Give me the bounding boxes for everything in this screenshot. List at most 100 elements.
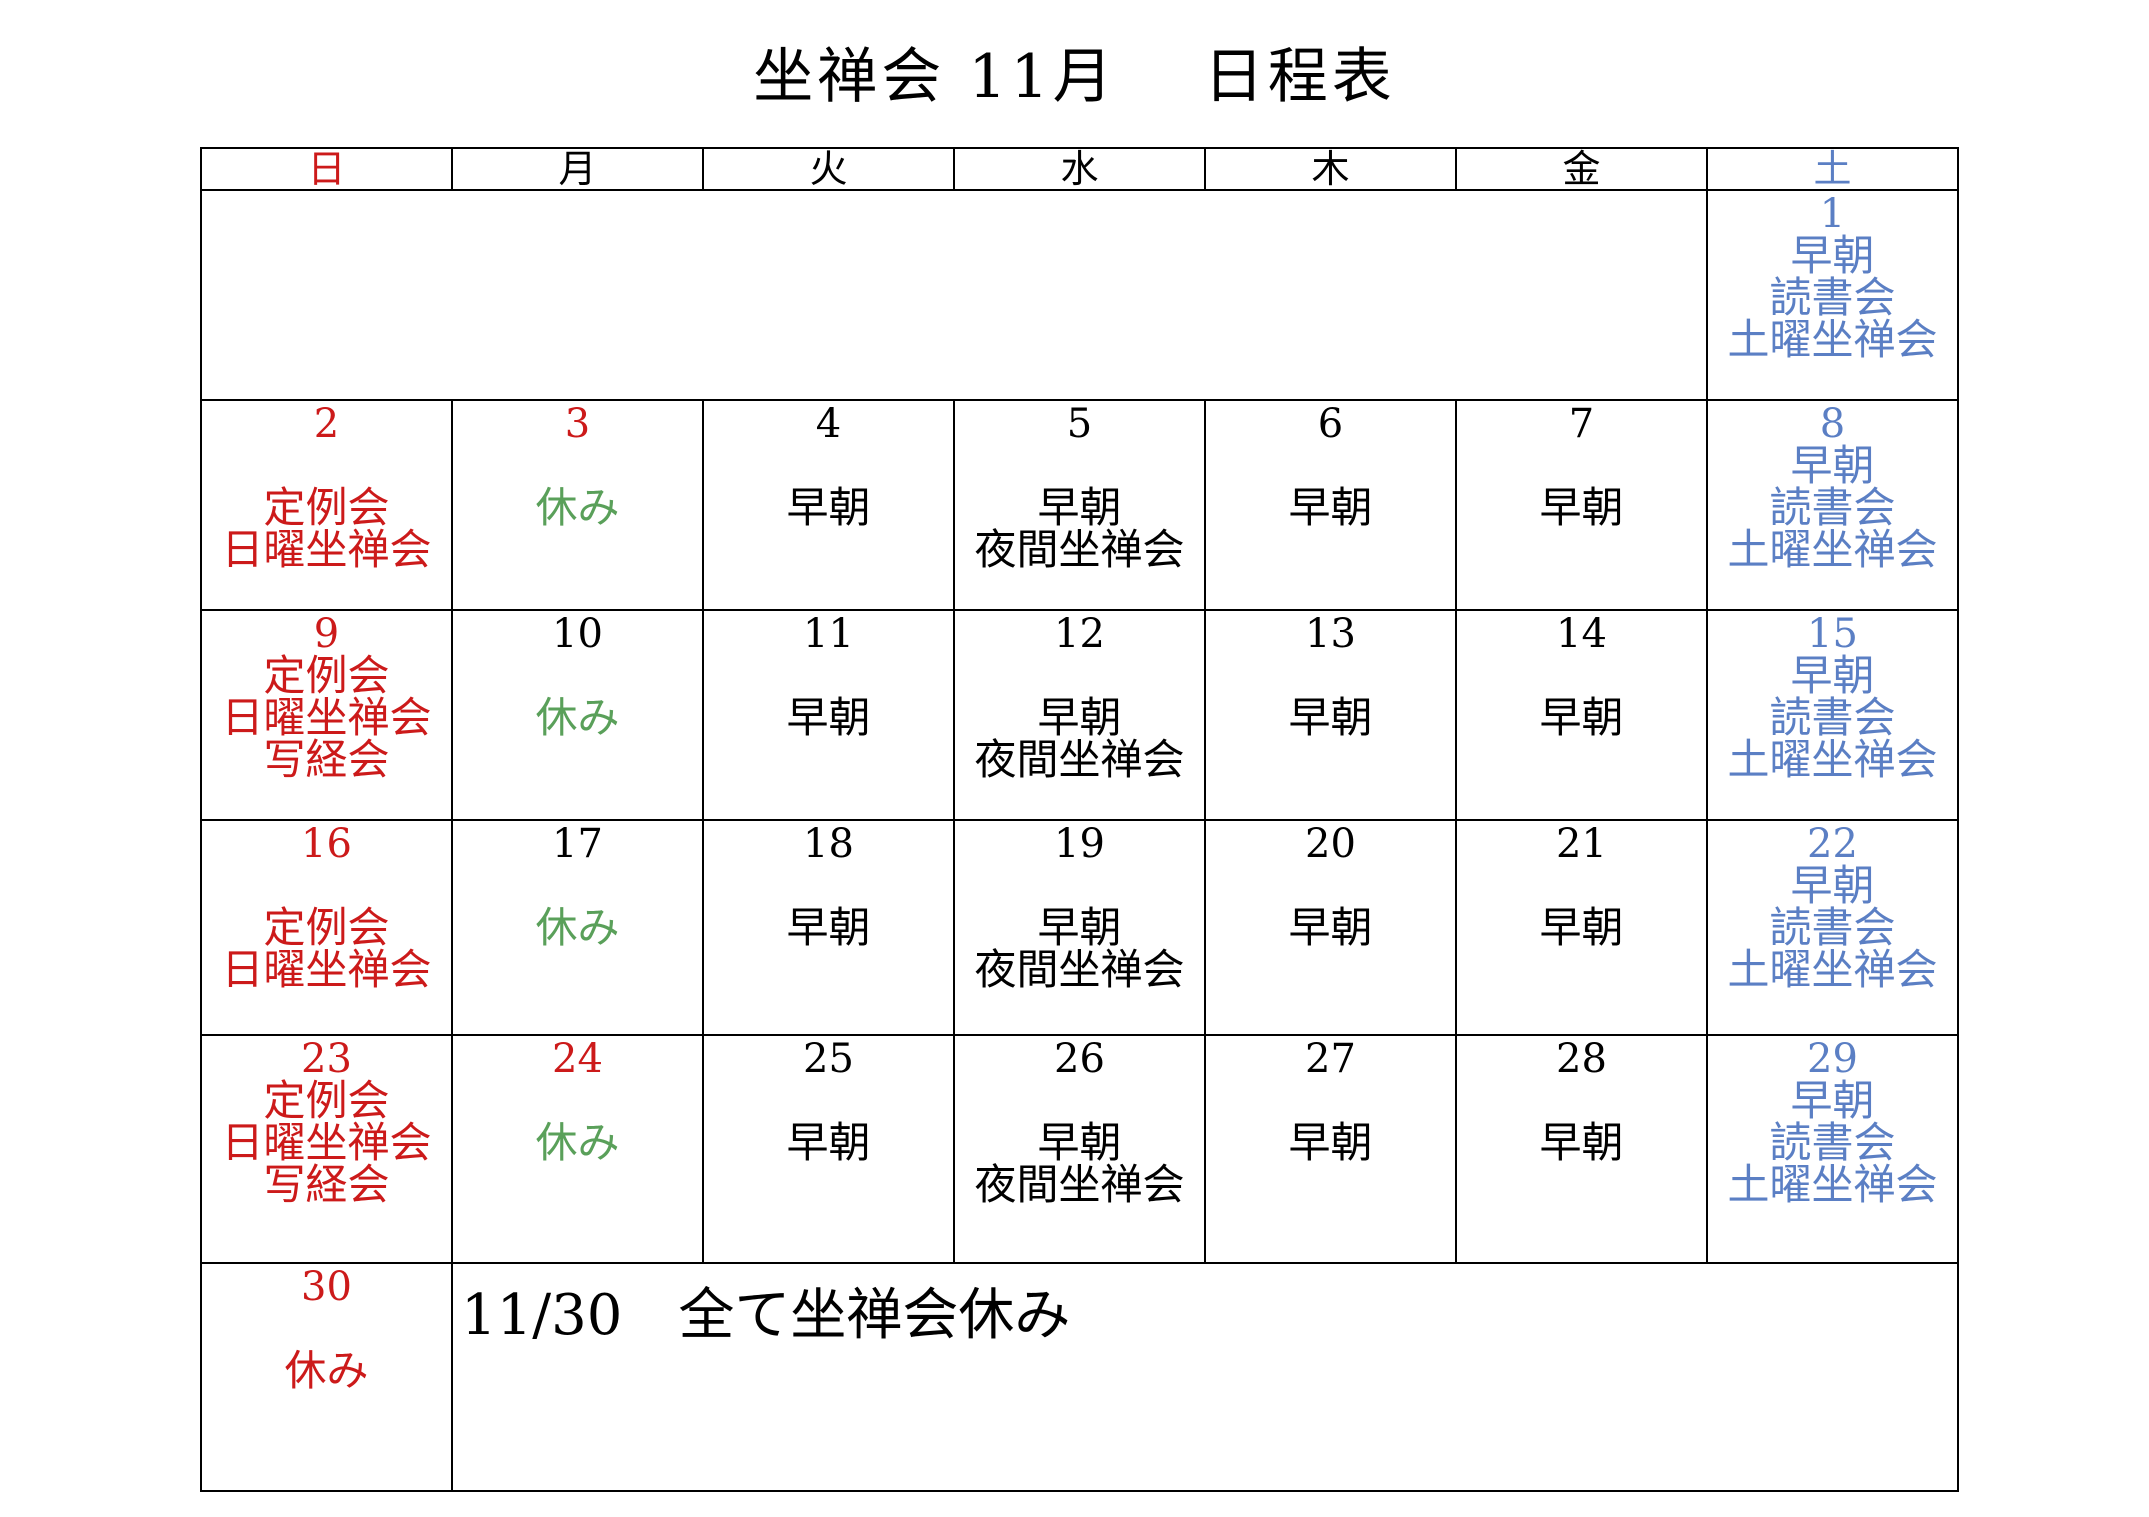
event-label: 早朝 (1539, 1118, 1624, 1167)
event-label: 休み (535, 693, 620, 742)
day-number: 1 (1819, 191, 1846, 237)
weekday-tuesday: 火 (702, 147, 955, 191)
day-number: 25 (803, 1036, 854, 1082)
event-label: 早朝 (1539, 693, 1624, 742)
event-label: 夜間坐禅会 (974, 945, 1185, 994)
event-label: 夜間坐禅会 (974, 735, 1185, 784)
event-label: 早朝 (1037, 693, 1122, 742)
event-label: 早朝 (1288, 1118, 1373, 1167)
event-label: 読書会 (1769, 483, 1896, 532)
event-label: 読書会 (1769, 1118, 1896, 1167)
week-row: 1 早朝 読書会 土曜坐禅会 (200, 189, 1959, 401)
day-number: 21 (1556, 821, 1607, 867)
day-number: 16 (301, 821, 352, 867)
event-label: 日曜坐禅会 (221, 525, 432, 574)
event-label: 早朝 (1037, 903, 1122, 952)
weekday-thursday: 木 (1204, 147, 1457, 191)
week-row: 23 定例会 日曜坐禅会 写経会 24 休み 25 早朝 26 早朝 夜間坐禅会… (200, 1034, 1959, 1264)
day-cell-29: 29 早朝 読書会 土曜坐禅会 (1706, 1034, 1959, 1264)
day-cell-2: 2 定例会 日曜坐禅会 (200, 399, 453, 611)
calendar-table: 日 月 火 水 木 金 土 1 早朝 読書会 土曜坐禅会 2 定例会 日曜坐禅会… (200, 147, 1959, 1492)
day-cell-17: 17 休み (451, 819, 704, 1036)
event-label: 読書会 (1769, 693, 1896, 742)
event-label: 定例会 (263, 1076, 390, 1125)
day-number: 3 (564, 401, 591, 447)
day-number: 29 (1807, 1036, 1858, 1082)
week-row: 16 定例会 日曜坐禅会 17 休み 18 早朝 19 早朝 夜間坐禅会 20 … (200, 819, 1959, 1036)
day-cell-8: 8 早朝 読書会 土曜坐禅会 (1706, 399, 1959, 611)
day-number: 13 (1305, 611, 1356, 657)
event-label: 定例会 (263, 651, 390, 700)
day-cell-20: 20 早朝 (1204, 819, 1457, 1036)
event-label: 写経会 (263, 735, 390, 784)
day-number: 28 (1556, 1036, 1607, 1082)
day-cell-21: 21 早朝 (1455, 819, 1708, 1036)
event-label: 休み (535, 483, 620, 532)
event-label: 夜間坐禅会 (974, 1160, 1185, 1209)
event-label: 早朝 (1790, 651, 1875, 700)
event-label: 休み (284, 1346, 369, 1395)
day-cell-25: 25 早朝 (702, 1034, 955, 1264)
day-cell-18: 18 早朝 (702, 819, 955, 1036)
event-label: 土曜坐禅会 (1727, 735, 1938, 784)
day-cell-28: 28 早朝 (1455, 1034, 1708, 1264)
event-label: 日曜坐禅会 (221, 1118, 432, 1167)
event-label: 日曜坐禅会 (221, 693, 432, 742)
day-number: 11 (803, 611, 854, 657)
weekday-sunday: 日 (200, 147, 453, 191)
event-label: 早朝 (1790, 231, 1875, 280)
event-label: 土曜坐禅会 (1727, 1160, 1938, 1209)
event-label: 読書会 (1769, 903, 1896, 952)
weekday-header-row: 日 月 火 水 木 金 土 (200, 147, 1959, 191)
day-number: 2 (313, 401, 340, 447)
day-number: 27 (1305, 1036, 1356, 1082)
day-number: 4 (815, 401, 842, 447)
day-cell-14: 14 早朝 (1455, 609, 1708, 821)
day-number: 9 (313, 611, 340, 657)
day-number: 30 (301, 1264, 352, 1310)
event-label: 早朝 (1288, 483, 1373, 532)
event-label: 定例会 (263, 483, 390, 532)
event-label: 日曜坐禅会 (221, 945, 432, 994)
event-label: 早朝 (1037, 1118, 1122, 1167)
event-label: 早朝 (1288, 903, 1373, 952)
day-cell-5: 5 早朝 夜間坐禅会 (953, 399, 1206, 611)
event-label: 早朝 (1539, 903, 1624, 952)
event-label: 土曜坐禅会 (1727, 945, 1938, 994)
day-number: 5 (1066, 401, 1093, 447)
day-cell-23: 23 定例会 日曜坐禅会 写経会 (200, 1034, 453, 1264)
week-row: 2 定例会 日曜坐禅会 3 休み 4 早朝 5 早朝 夜間坐禅会 6 早朝 7 … (200, 399, 1959, 611)
day-number: 12 (1054, 611, 1105, 657)
event-label: 早朝 (786, 1118, 871, 1167)
event-label: 定例会 (263, 903, 390, 952)
event-label: 早朝 (1790, 1076, 1875, 1125)
day-number: 8 (1819, 401, 1846, 447)
day-cell-12: 12 早朝 夜間坐禅会 (953, 609, 1206, 821)
notice-text: 11/30 全て坐禅会休み (451, 1262, 1959, 1492)
week-row: 30 休み 11/30 全て坐禅会休み (200, 1262, 1959, 1492)
day-cell-16: 16 定例会 日曜坐禅会 (200, 819, 453, 1036)
day-cell-6: 6 早朝 (1204, 399, 1457, 611)
day-cell-24: 24 休み (451, 1034, 704, 1264)
day-number: 10 (552, 611, 603, 657)
day-cell-4: 4 早朝 (702, 399, 955, 611)
event-label: 早朝 (786, 693, 871, 742)
day-cell-11: 11 早朝 (702, 609, 955, 821)
event-label: 休み (535, 1118, 620, 1167)
day-cell-27: 27 早朝 (1204, 1034, 1457, 1264)
event-label: 土曜坐禅会 (1727, 315, 1938, 364)
weekday-saturday: 土 (1706, 147, 1959, 191)
weekday-friday: 金 (1455, 147, 1708, 191)
day-cell-10: 10 休み (451, 609, 704, 821)
day-number: 17 (552, 821, 603, 867)
event-label: 休み (535, 903, 620, 952)
day-cell-30: 30 休み (200, 1262, 453, 1492)
day-number: 18 (803, 821, 854, 867)
day-number: 22 (1807, 821, 1858, 867)
day-number: 26 (1054, 1036, 1105, 1082)
day-cell-19: 19 早朝 夜間坐禅会 (953, 819, 1206, 1036)
day-cell-22: 22 早朝 読書会 土曜坐禅会 (1706, 819, 1959, 1036)
weekday-monday: 月 (451, 147, 704, 191)
event-label: 早朝 (1790, 441, 1875, 490)
week-row: 9 定例会 日曜坐禅会 写経会 10 休み 11 早朝 12 早朝 夜間坐禅会 … (200, 609, 1959, 821)
